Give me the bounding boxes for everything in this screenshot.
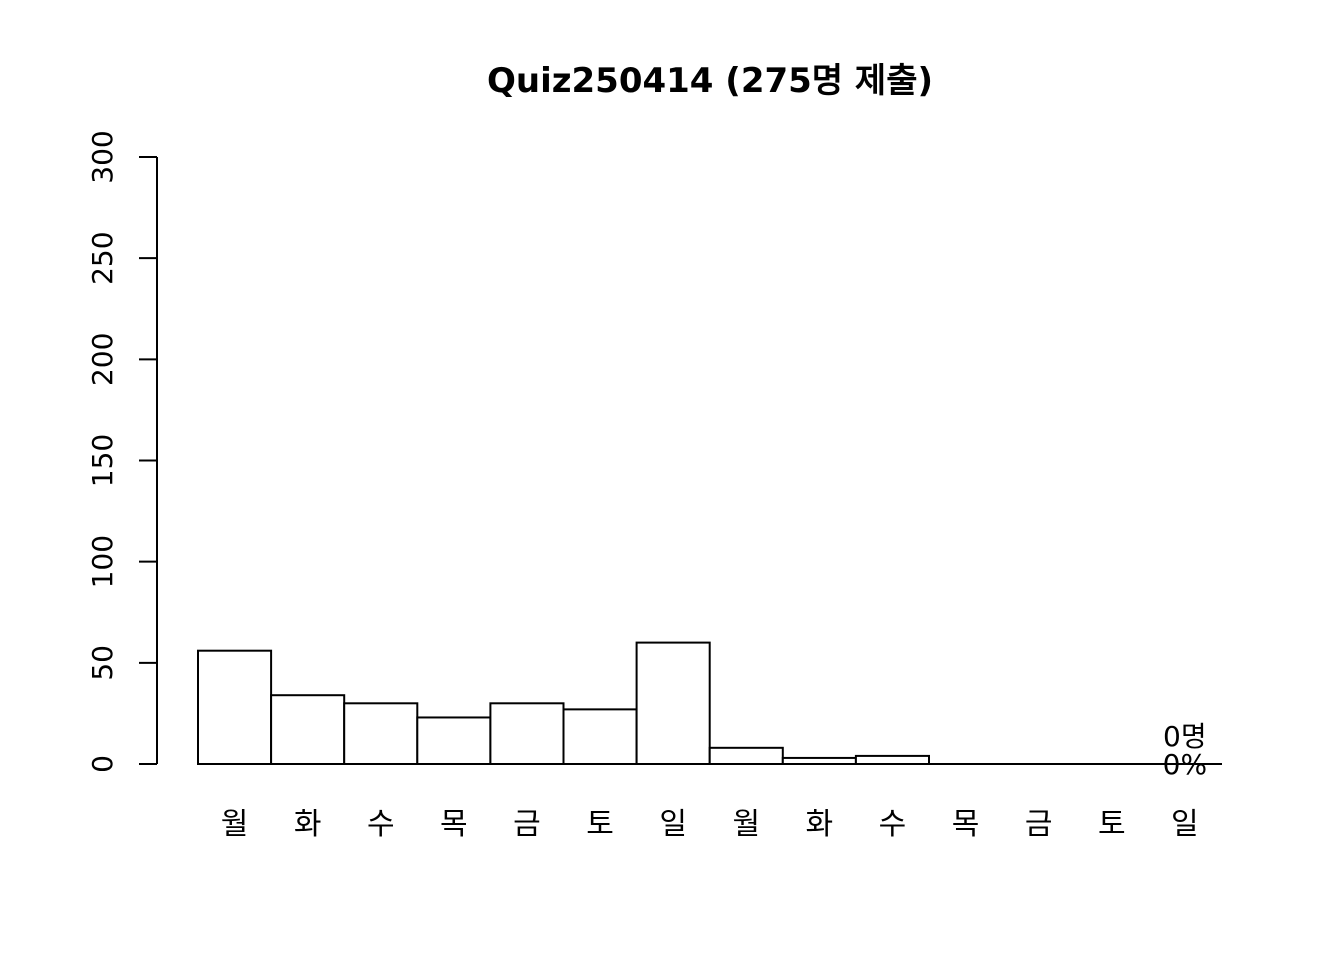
data-label: 0% <box>1163 748 1207 781</box>
x-tick-label: 일 <box>659 807 687 842</box>
x-tick-label: 수 <box>879 807 907 842</box>
chart-title: Quiz250414 (275명 제출) <box>487 61 933 101</box>
x-tick-label: 토 <box>586 807 614 842</box>
x-tick-label: 월 <box>732 807 760 842</box>
bars <box>197 641 1222 766</box>
y-tick-label: 100 <box>86 535 119 588</box>
x-tick-label: 목 <box>952 807 980 842</box>
x-tick-label: 월 <box>221 807 249 842</box>
bar <box>854 754 931 766</box>
bar <box>708 746 784 766</box>
bar <box>270 694 346 765</box>
bar <box>635 641 711 765</box>
y-tick-label: 200 <box>86 333 119 386</box>
bar <box>343 702 419 765</box>
annotations: 0명0% <box>1163 720 1207 781</box>
x-tick-label: 수 <box>367 807 395 842</box>
x-tick-label: 화 <box>806 807 834 842</box>
bar <box>416 716 492 765</box>
y-axis: 0 50 100 150 200 250 300 <box>86 130 158 773</box>
x-tick-label: 화 <box>294 807 322 842</box>
y-tick-label: 150 <box>86 434 119 487</box>
bar <box>489 702 565 765</box>
data-label: 0명 <box>1163 720 1207 753</box>
y-tick-label: 250 <box>86 231 119 284</box>
y-tick-label: 50 <box>86 645 119 681</box>
x-tick-label: 금 <box>513 807 541 842</box>
x-tick-label: 목 <box>440 807 468 842</box>
x-tick-label: 토 <box>1098 807 1126 842</box>
y-tick-label: 0 <box>86 755 119 773</box>
bar <box>562 708 638 765</box>
bar <box>197 649 273 766</box>
y-tick-label: 300 <box>86 130 119 183</box>
x-tick-label: 일 <box>1171 807 1199 842</box>
x-tick-label: 금 <box>1025 807 1053 842</box>
